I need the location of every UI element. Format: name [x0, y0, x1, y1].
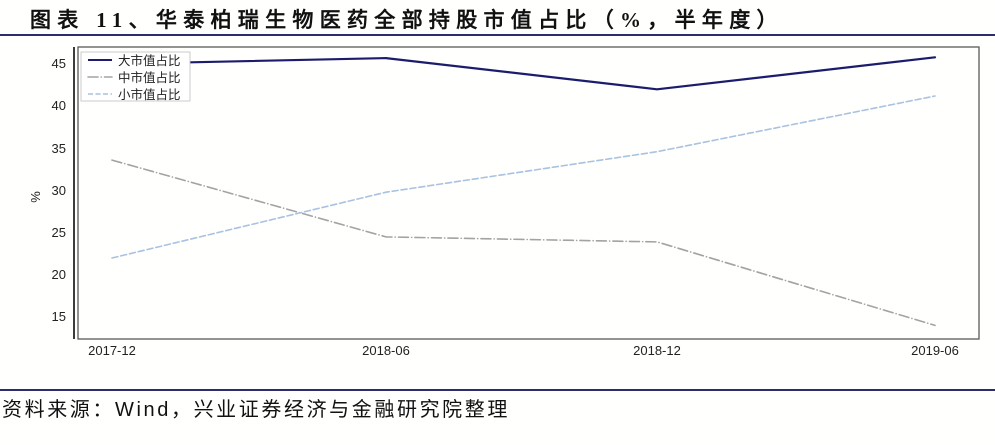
svg-text:15: 15 [52, 309, 66, 324]
svg-text:小市值占比: 小市值占比 [118, 87, 181, 102]
svg-text:20: 20 [52, 267, 66, 282]
svg-text:45: 45 [52, 56, 66, 71]
svg-text:35: 35 [52, 141, 66, 156]
svg-text:2017-12: 2017-12 [88, 343, 136, 358]
svg-text:2018-06: 2018-06 [362, 343, 410, 358]
svg-text:40: 40 [52, 98, 66, 113]
svg-text:%: % [28, 191, 43, 203]
svg-text:25: 25 [52, 225, 66, 240]
svg-text:中市值占比: 中市值占比 [118, 70, 181, 85]
svg-text:2019-06: 2019-06 [911, 343, 959, 358]
svg-text:30: 30 [52, 183, 66, 198]
svg-text:大市值占比: 大市值占比 [118, 53, 181, 68]
svg-text:2018-12: 2018-12 [633, 343, 681, 358]
